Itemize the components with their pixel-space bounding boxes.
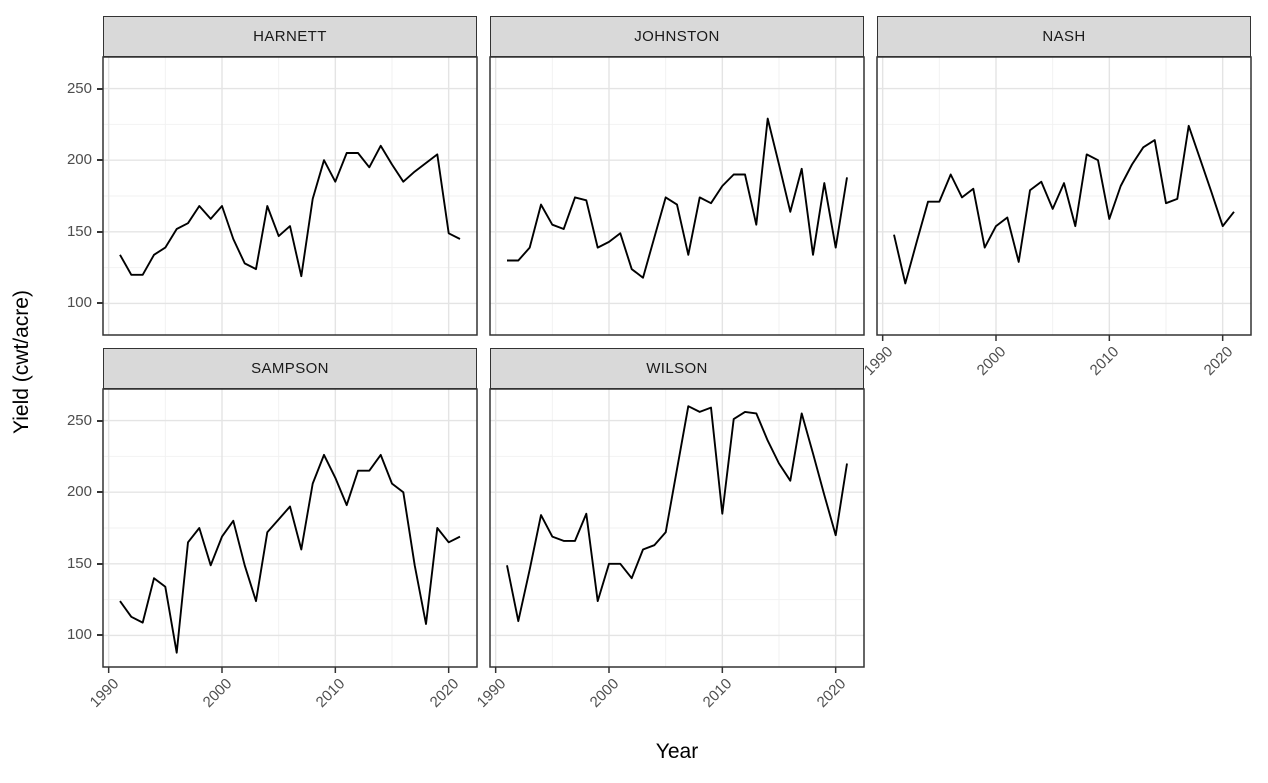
- y-tick-label: 200: [66, 483, 92, 501]
- facet-strip-label: SAMPSON: [251, 360, 329, 377]
- y-tick-label: 250: [66, 79, 92, 97]
- facet-strip-sampson: SAMPSON: [103, 348, 477, 389]
- line-plot-nash: [876, 56, 1252, 341]
- line-plot-johnston: [489, 56, 865, 336]
- facet-strip-johnston: JOHNSTON: [490, 16, 864, 57]
- y-tick-mark: [97, 491, 103, 494]
- y-tick-label: 200: [66, 151, 92, 169]
- facet-strip-nash: NASH: [877, 16, 1251, 57]
- line-plot-sampson: [102, 388, 478, 673]
- line-plot-wilson: [489, 388, 865, 673]
- x-tick-label: 2010: [313, 675, 349, 711]
- y-tick-mark: [97, 230, 103, 233]
- facet-strip-label: NASH: [1042, 28, 1086, 45]
- x-tick-label: 2020: [426, 675, 462, 711]
- x-tick-label: 2020: [813, 675, 849, 711]
- y-tick-mark: [97, 562, 103, 565]
- y-tick-label: 150: [66, 554, 92, 572]
- line-plot-harnett: [102, 56, 478, 336]
- y-tick-label: 250: [66, 411, 92, 429]
- x-tick-label: 2020: [1200, 343, 1236, 379]
- x-tick-label: 2010: [1087, 343, 1123, 379]
- x-tick-label: 1990: [86, 675, 122, 711]
- y-tick-mark: [97, 159, 103, 162]
- y-tick-label: 150: [66, 222, 92, 240]
- facet-strip-label: HARNETT: [253, 28, 327, 45]
- facet-strip-label: WILSON: [646, 360, 708, 377]
- y-tick-label: 100: [66, 294, 92, 312]
- facet-strip-label: JOHNSTON: [634, 28, 720, 45]
- x-tick-label: 2000: [199, 675, 236, 711]
- x-tick-label: 2000: [586, 675, 623, 711]
- x-tick-label: 1990: [473, 675, 509, 711]
- facet-strip-harnett: HARNETT: [103, 16, 477, 57]
- y-tick-mark: [97, 87, 103, 90]
- facet-strip-wilson: WILSON: [490, 348, 864, 389]
- x-tick-label: 2010: [700, 675, 736, 711]
- y-axis-title: Yield (cwt/acre): [10, 290, 33, 434]
- y-tick-mark: [97, 419, 103, 422]
- y-tick-mark: [97, 634, 103, 637]
- x-axis-title: Year: [655, 740, 699, 763]
- y-tick-label: 100: [66, 626, 92, 644]
- x-tick-label: 2000: [973, 343, 1010, 379]
- y-tick-mark: [97, 302, 103, 305]
